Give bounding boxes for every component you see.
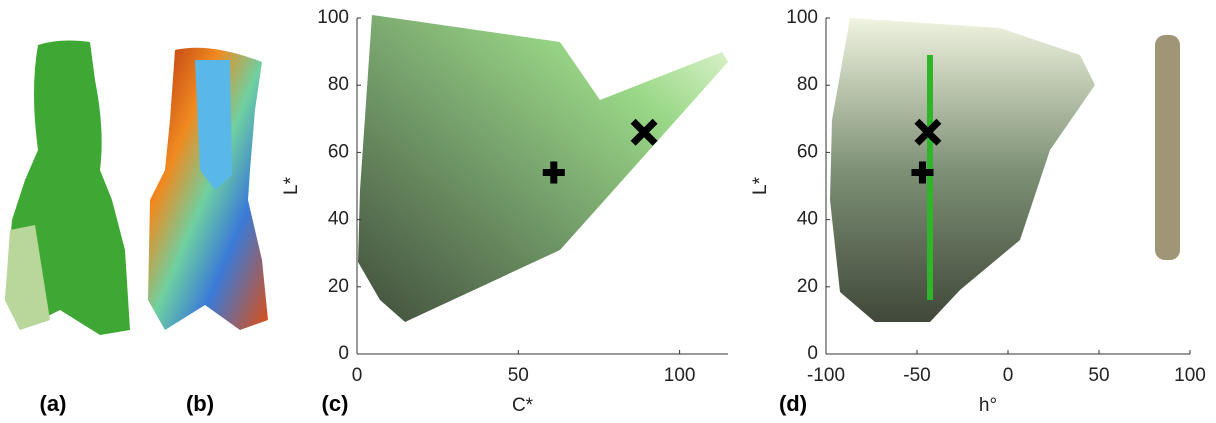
- y-tick-label: 80: [797, 74, 818, 95]
- x-axis-label: C*: [512, 395, 534, 416]
- plus-marker: [911, 161, 934, 184]
- panel-label: (a): [40, 391, 67, 416]
- plus-marker: [542, 161, 565, 184]
- y-axis-label: L*: [281, 176, 302, 195]
- cross-marker: [630, 118, 658, 146]
- x-tick-label: 100: [664, 365, 696, 386]
- y-tick-label: 40: [328, 209, 349, 230]
- cloud-d: [830, 18, 1095, 322]
- y-tick-label: 20: [328, 276, 349, 297]
- x-tick-label: 50: [508, 365, 529, 386]
- panel-label: (b): [186, 391, 214, 416]
- y-tick-label: 60: [797, 141, 818, 162]
- y-tick-label: 0: [338, 343, 349, 364]
- y-tick-label: 40: [797, 209, 818, 230]
- x-tick-label: 0: [352, 365, 363, 386]
- statue-a-base: [5, 225, 50, 330]
- cross-marker: [914, 118, 942, 146]
- x-tick-label: 0: [1003, 365, 1014, 386]
- y-tick-label: 100: [786, 7, 818, 28]
- x-tick-label: -100: [807, 365, 845, 386]
- y-tick-label: 80: [328, 74, 349, 95]
- y-axis-label: L*: [750, 176, 771, 195]
- statue-b: [148, 47, 268, 330]
- y-tick-label: 20: [797, 276, 818, 297]
- statue-b-core: [195, 60, 232, 190]
- y-tick-label: 0: [807, 343, 818, 364]
- x-tick-label: 50: [1088, 365, 1109, 386]
- x-axis-label: h°: [979, 395, 997, 416]
- y-tick-label: 100: [317, 7, 349, 28]
- panel-label: (c): [322, 391, 349, 416]
- y-tick-label: 60: [328, 141, 349, 162]
- panel-label: (d): [779, 391, 807, 416]
- x-tick-label: 100: [1174, 365, 1206, 386]
- cloud-d-right: [1155, 35, 1180, 260]
- cloud-c: [358, 15, 728, 322]
- x-tick-label: -50: [903, 365, 930, 386]
